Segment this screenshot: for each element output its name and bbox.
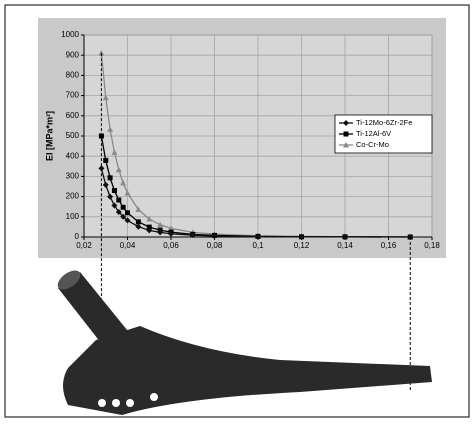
marker <box>125 210 130 216</box>
y-tick-label: 900 <box>66 50 80 59</box>
marker <box>120 213 127 220</box>
marker <box>135 206 142 213</box>
implant-neck <box>58 272 132 352</box>
marker <box>255 233 261 240</box>
hole <box>112 399 120 407</box>
y-tick-label: 1000 <box>61 30 79 39</box>
marker <box>107 193 114 200</box>
marker <box>135 223 142 230</box>
legend-label: Co-Cr-Mo <box>356 140 389 149</box>
marker <box>135 219 141 225</box>
marker <box>115 208 122 215</box>
marker <box>115 166 122 173</box>
y-tick-label: 800 <box>66 71 80 80</box>
marker <box>120 179 127 186</box>
marker <box>120 204 126 210</box>
marker <box>111 202 118 209</box>
marker <box>103 157 109 163</box>
marker <box>102 94 109 101</box>
marker <box>124 189 131 196</box>
x-tick-label: 0,12 <box>294 241 310 250</box>
implant-stem <box>63 326 432 415</box>
marker <box>146 216 153 222</box>
marker <box>111 188 117 194</box>
y-tick-label: 700 <box>66 91 80 100</box>
marker <box>157 221 164 228</box>
hole <box>126 399 134 407</box>
marker <box>298 233 305 240</box>
legend-label: Ti-12Mo-6Zr-2Fe <box>356 118 412 127</box>
implant-drawing <box>57 270 432 415</box>
marker <box>342 233 348 240</box>
x-tick-label: 0,14 <box>337 241 353 250</box>
x-tick-label: 0,02 <box>76 241 92 250</box>
hole <box>150 393 158 401</box>
y-axis-label: EI [MPa*m²] <box>44 111 54 161</box>
marker <box>116 197 122 203</box>
marker <box>157 229 164 236</box>
y-tick-label: 200 <box>66 192 80 201</box>
marker <box>168 230 174 237</box>
y-tick-label: 0 <box>75 232 80 241</box>
x-tick-label: 0,1 <box>252 241 264 250</box>
marker <box>102 181 109 188</box>
x-tick-label: 0,06 <box>163 241 179 250</box>
marker <box>146 224 152 230</box>
y-tick-label: 600 <box>66 111 80 120</box>
y-tick-label: 500 <box>66 131 80 140</box>
x-tick-label: 0,08 <box>207 241 223 250</box>
y-tick-label: 100 <box>66 212 80 221</box>
hole <box>98 399 106 407</box>
marker <box>107 175 113 181</box>
marker <box>146 227 153 234</box>
marker <box>343 120 349 126</box>
y-tick-label: 400 <box>66 151 80 160</box>
implant-taper <box>57 270 81 290</box>
x-tick-label: 0,04 <box>120 241 136 250</box>
marker <box>124 217 131 224</box>
marker <box>107 126 114 132</box>
x-tick-label: 0,18 <box>424 241 440 250</box>
x-tick-label: 0,16 <box>381 241 397 250</box>
marker <box>98 50 105 56</box>
marker <box>343 131 349 137</box>
marker <box>343 142 349 148</box>
legend-label: Ti-12Al-6V <box>356 129 391 138</box>
marker <box>211 232 218 239</box>
marker <box>168 225 174 231</box>
marker <box>189 232 196 239</box>
marker <box>111 149 118 155</box>
y-tick-label: 300 <box>66 172 80 181</box>
